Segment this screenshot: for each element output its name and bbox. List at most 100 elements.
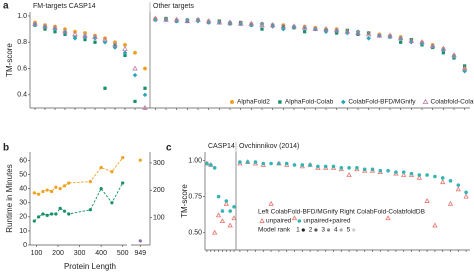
marker	[280, 23, 287, 29]
marker	[122, 50, 128, 56]
y-tick-label: 60	[19, 157, 27, 164]
marker	[63, 32, 67, 36]
y-tick-label: 1.00	[188, 157, 202, 164]
marker	[259, 218, 265, 223]
panel-subtitle: CASP14	[208, 143, 235, 150]
marker	[301, 228, 305, 232]
y-tick-label: 300	[153, 160, 165, 167]
marker	[212, 166, 217, 170]
x-tick-label: 500	[117, 250, 129, 257]
marker	[99, 187, 103, 191]
marker	[352, 228, 356, 232]
marker	[58, 206, 62, 210]
marker	[308, 163, 312, 167]
marker	[409, 171, 414, 176]
marker	[62, 184, 67, 188]
marker	[143, 66, 147, 71]
marker	[102, 36, 108, 42]
marker	[355, 166, 359, 170]
marker	[62, 209, 67, 213]
marker	[399, 40, 403, 44]
panel-subtitle: Other targets	[153, 3, 194, 10]
marker	[138, 239, 142, 243]
marker	[220, 209, 225, 213]
marker	[227, 20, 233, 25]
marker	[83, 38, 87, 42]
legend-label: ColabFold-BFD/MGnify	[348, 99, 416, 106]
marker	[32, 191, 36, 195]
legend-label: Colabfold-ColabfoldDB	[431, 99, 474, 106]
marker	[227, 222, 233, 228]
x-tick-label: 100	[31, 250, 43, 257]
marker	[456, 183, 461, 187]
legend-label: AlphaFold-Colab	[285, 99, 334, 106]
marker	[72, 36, 78, 41]
marker	[205, 161, 209, 166]
y-tick-label: 0.4	[17, 92, 27, 99]
x-tick-label: 300	[74, 250, 86, 257]
marker	[132, 65, 138, 71]
marker	[103, 86, 107, 90]
marker	[195, 16, 201, 22]
legend-label: AlphaFold2	[237, 99, 270, 106]
marker	[42, 24, 48, 29]
marker	[142, 92, 148, 98]
marker	[173, 16, 180, 22]
marker	[365, 31, 372, 37]
marker	[355, 29, 361, 35]
marker	[326, 228, 331, 232]
marker	[110, 170, 114, 174]
marker	[259, 21, 265, 27]
marker	[409, 38, 413, 42]
marker	[300, 163, 305, 167]
y-tick-label: 0.6	[17, 65, 27, 72]
marker	[335, 31, 339, 35]
marker	[45, 213, 49, 218]
marker	[123, 42, 127, 47]
marker	[451, 52, 457, 58]
marker	[366, 36, 371, 41]
marker	[333, 27, 340, 33]
marker	[408, 37, 415, 43]
marker	[62, 29, 68, 35]
marker	[112, 41, 118, 47]
marker	[110, 201, 114, 205]
marker	[464, 190, 468, 195]
marker	[429, 43, 436, 49]
marker	[237, 20, 244, 26]
marker	[248, 20, 255, 26]
marker	[269, 161, 273, 166]
x-tick-label: 400	[95, 250, 107, 257]
marker	[376, 32, 383, 38]
marker	[432, 222, 438, 228]
x-axis-label: Protein Length	[64, 262, 116, 271]
marker	[417, 173, 422, 177]
marker	[43, 27, 47, 31]
marker	[216, 19, 223, 25]
marker	[217, 20, 222, 25]
marker	[67, 181, 71, 185]
marker	[163, 16, 169, 22]
marker	[447, 200, 454, 206]
marker	[312, 25, 319, 32]
marker	[292, 163, 297, 167]
marker	[416, 174, 422, 180]
marker	[49, 212, 54, 216]
marker	[401, 170, 406, 174]
panel-letter: a	[3, 1, 9, 12]
y-tick-label: 10	[19, 228, 27, 235]
marker	[340, 99, 346, 105]
marker	[62, 28, 68, 34]
legend-rank: 2	[309, 227, 313, 234]
marker	[138, 158, 142, 162]
marker	[122, 45, 128, 51]
marker	[41, 212, 45, 216]
marker	[385, 215, 391, 221]
legend-rank: 5	[347, 227, 351, 234]
marker	[184, 18, 191, 24]
marker	[331, 164, 336, 169]
marker	[419, 39, 425, 45]
marker	[37, 215, 41, 219]
marker	[370, 167, 375, 172]
